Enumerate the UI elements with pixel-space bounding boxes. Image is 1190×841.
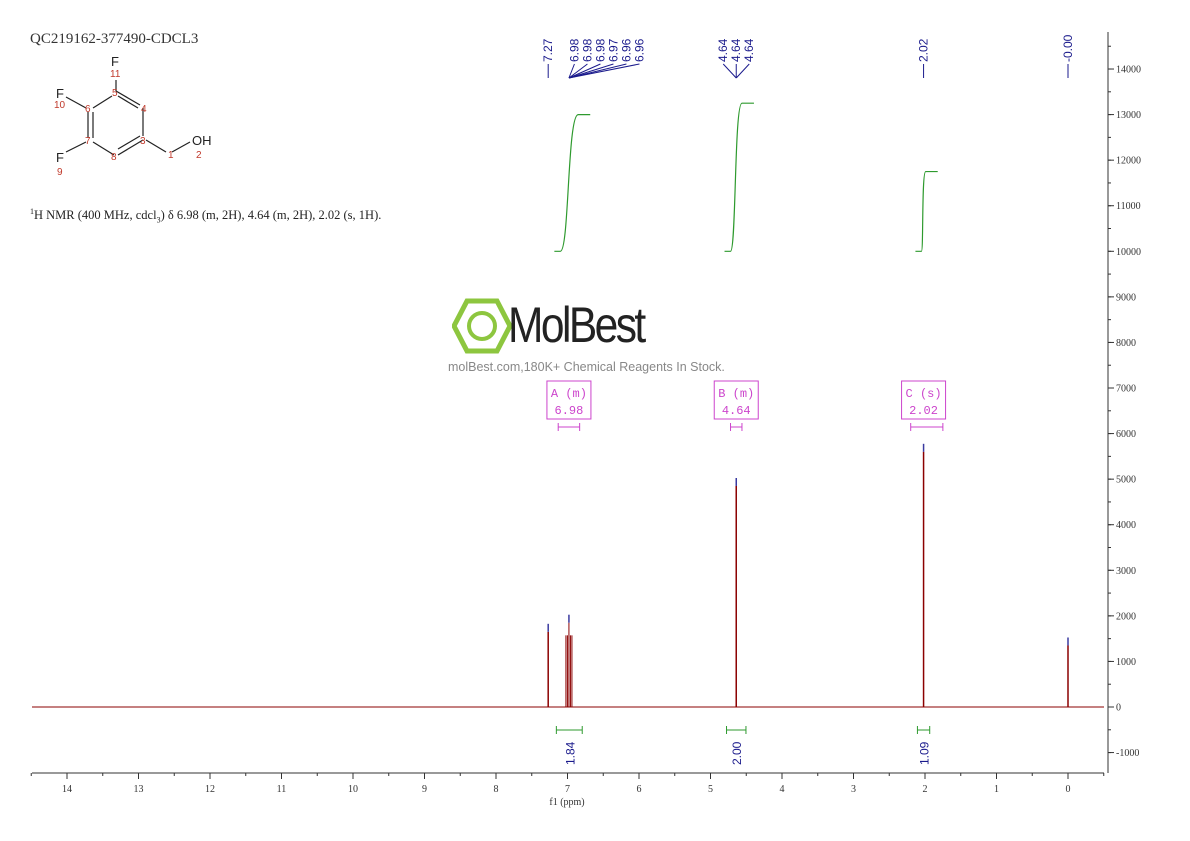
y-tick-label: 12000: [1116, 156, 1141, 167]
multiplet-label: A (m): [551, 387, 587, 401]
x-tick-label: 14: [62, 784, 72, 795]
y-tick-label: 13000: [1116, 110, 1141, 121]
atom-number: 4: [141, 104, 147, 115]
multiplet-shift: 4.64: [722, 404, 751, 418]
y-tick-label: -1000: [1116, 748, 1139, 759]
nmr-summary: 1H NMR (400 MHz, cdcl3) δ 6.98 (m, 2H), …: [30, 207, 381, 225]
multiplet-box: [901, 380, 947, 420]
y-tick-label: 6000: [1116, 429, 1136, 440]
atom-number: 9: [57, 167, 63, 178]
integral-value: 1.09: [918, 741, 932, 765]
x-tick-label: 7: [565, 784, 570, 795]
x-tick-label: 11: [277, 784, 287, 795]
y-tick-label: 5000: [1116, 475, 1136, 486]
y-tick-label: 0: [1116, 703, 1121, 714]
atom-number: 2: [196, 150, 202, 161]
y-tick-label: 1000: [1116, 657, 1136, 668]
y-tick-label: 7000: [1116, 384, 1136, 395]
peak-label: 6.96: [619, 38, 633, 62]
integral-value: 2.00: [730, 741, 744, 765]
peak-label: -0.00: [1061, 34, 1075, 62]
atom-number: 3: [140, 136, 146, 147]
summary-subscript: 3: [156, 215, 161, 225]
peak-label-connector: [568, 63, 640, 79]
atom-f-10: F: [56, 86, 64, 101]
peak-label-connector: [722, 63, 737, 79]
atom-number: 10: [54, 100, 66, 111]
peak-label: 2.02: [917, 38, 931, 62]
atom-number: 11: [110, 69, 121, 80]
x-tick-label: 8: [494, 784, 499, 795]
peak-label: 6.97: [606, 38, 620, 62]
peak-label-connector: [735, 63, 750, 79]
y-tick-label: 2000: [1116, 611, 1136, 622]
multiplet-shift: 6.98: [555, 404, 584, 418]
peak-label: 6.98: [580, 38, 594, 62]
peak-label-connector: [568, 63, 575, 79]
watermark-tagline: molBest.com,180K+ Chemical Reagents In S…: [448, 360, 725, 374]
multiplet-label: B (m): [718, 387, 754, 401]
peak-label: 4.64: [716, 38, 730, 62]
x-tick-label: 5: [708, 784, 713, 795]
integral-curve: [915, 170, 938, 252]
integral-curve: [724, 102, 754, 252]
peak-label: 6.96: [632, 38, 646, 62]
atom-number: 7: [85, 136, 91, 147]
peak-label: 7.27: [541, 38, 555, 62]
x-axis-label: f1 (ppm): [549, 797, 584, 808]
atom-number: 1: [168, 150, 174, 161]
y-tick-label: 10000: [1116, 247, 1141, 258]
y-tick-label: 8000: [1116, 338, 1136, 349]
x-tick-label: 13: [134, 784, 144, 795]
watermark-name: MolBest: [508, 297, 646, 353]
summary-text: H NMR (400 MHz, cdcl: [34, 208, 157, 223]
y-tick-label: 11000: [1116, 201, 1141, 212]
multiplet-label: C (s): [906, 387, 942, 401]
x-tick-label: 6: [637, 784, 642, 795]
peak-label-connector: [568, 63, 614, 79]
y-tick-label: 14000: [1116, 65, 1141, 76]
atom-number: 8: [111, 152, 117, 163]
x-tick-label: 4: [780, 784, 785, 795]
peak-label: 6.98: [567, 38, 581, 62]
peak-label-connector: [568, 63, 588, 79]
integral-value: 1.84: [563, 741, 577, 765]
multiplet-shift: 2.02: [909, 404, 938, 418]
peak-label: 6.98: [593, 38, 607, 62]
atom-f-9: F: [56, 150, 64, 165]
y-tick-label: 9000: [1116, 292, 1136, 303]
peak-label: 4.64: [729, 38, 743, 62]
summary-superscript: 1: [30, 207, 34, 216]
sample-id: QC219162-377490-CDCL3: [30, 31, 199, 47]
multiplet-box: [713, 380, 759, 420]
y-tick-label: 4000: [1116, 520, 1136, 531]
y-tick-label: 3000: [1116, 566, 1136, 577]
multiplet-box: [546, 380, 592, 420]
atom-number: 5: [112, 88, 118, 99]
atom-number: 6: [85, 104, 91, 115]
x-tick-label: 2: [923, 784, 928, 795]
peak-label: 4.64: [742, 38, 756, 62]
x-tick-label: 10: [348, 784, 358, 795]
x-tick-label: 0: [1066, 784, 1071, 795]
integral-curve: [554, 113, 591, 252]
x-tick-label: 1: [994, 784, 999, 795]
molecule-structure: F F F OH 1 2 3 4 5 6 7 8 9 10 11: [54, 54, 212, 178]
summary-rest: ) δ 6.98 (m, 2H), 4.64 (m, 2H), 2.02 (s,…: [160, 208, 382, 223]
atom-oh: OH: [192, 133, 212, 148]
peak-label-connector: [568, 63, 601, 79]
molbest-logo-icon: [452, 298, 512, 354]
atom-f-11: F: [111, 54, 119, 69]
x-tick-label: 9: [422, 784, 427, 795]
x-tick-label: 12: [205, 784, 215, 795]
x-tick-label: 3: [851, 784, 856, 795]
